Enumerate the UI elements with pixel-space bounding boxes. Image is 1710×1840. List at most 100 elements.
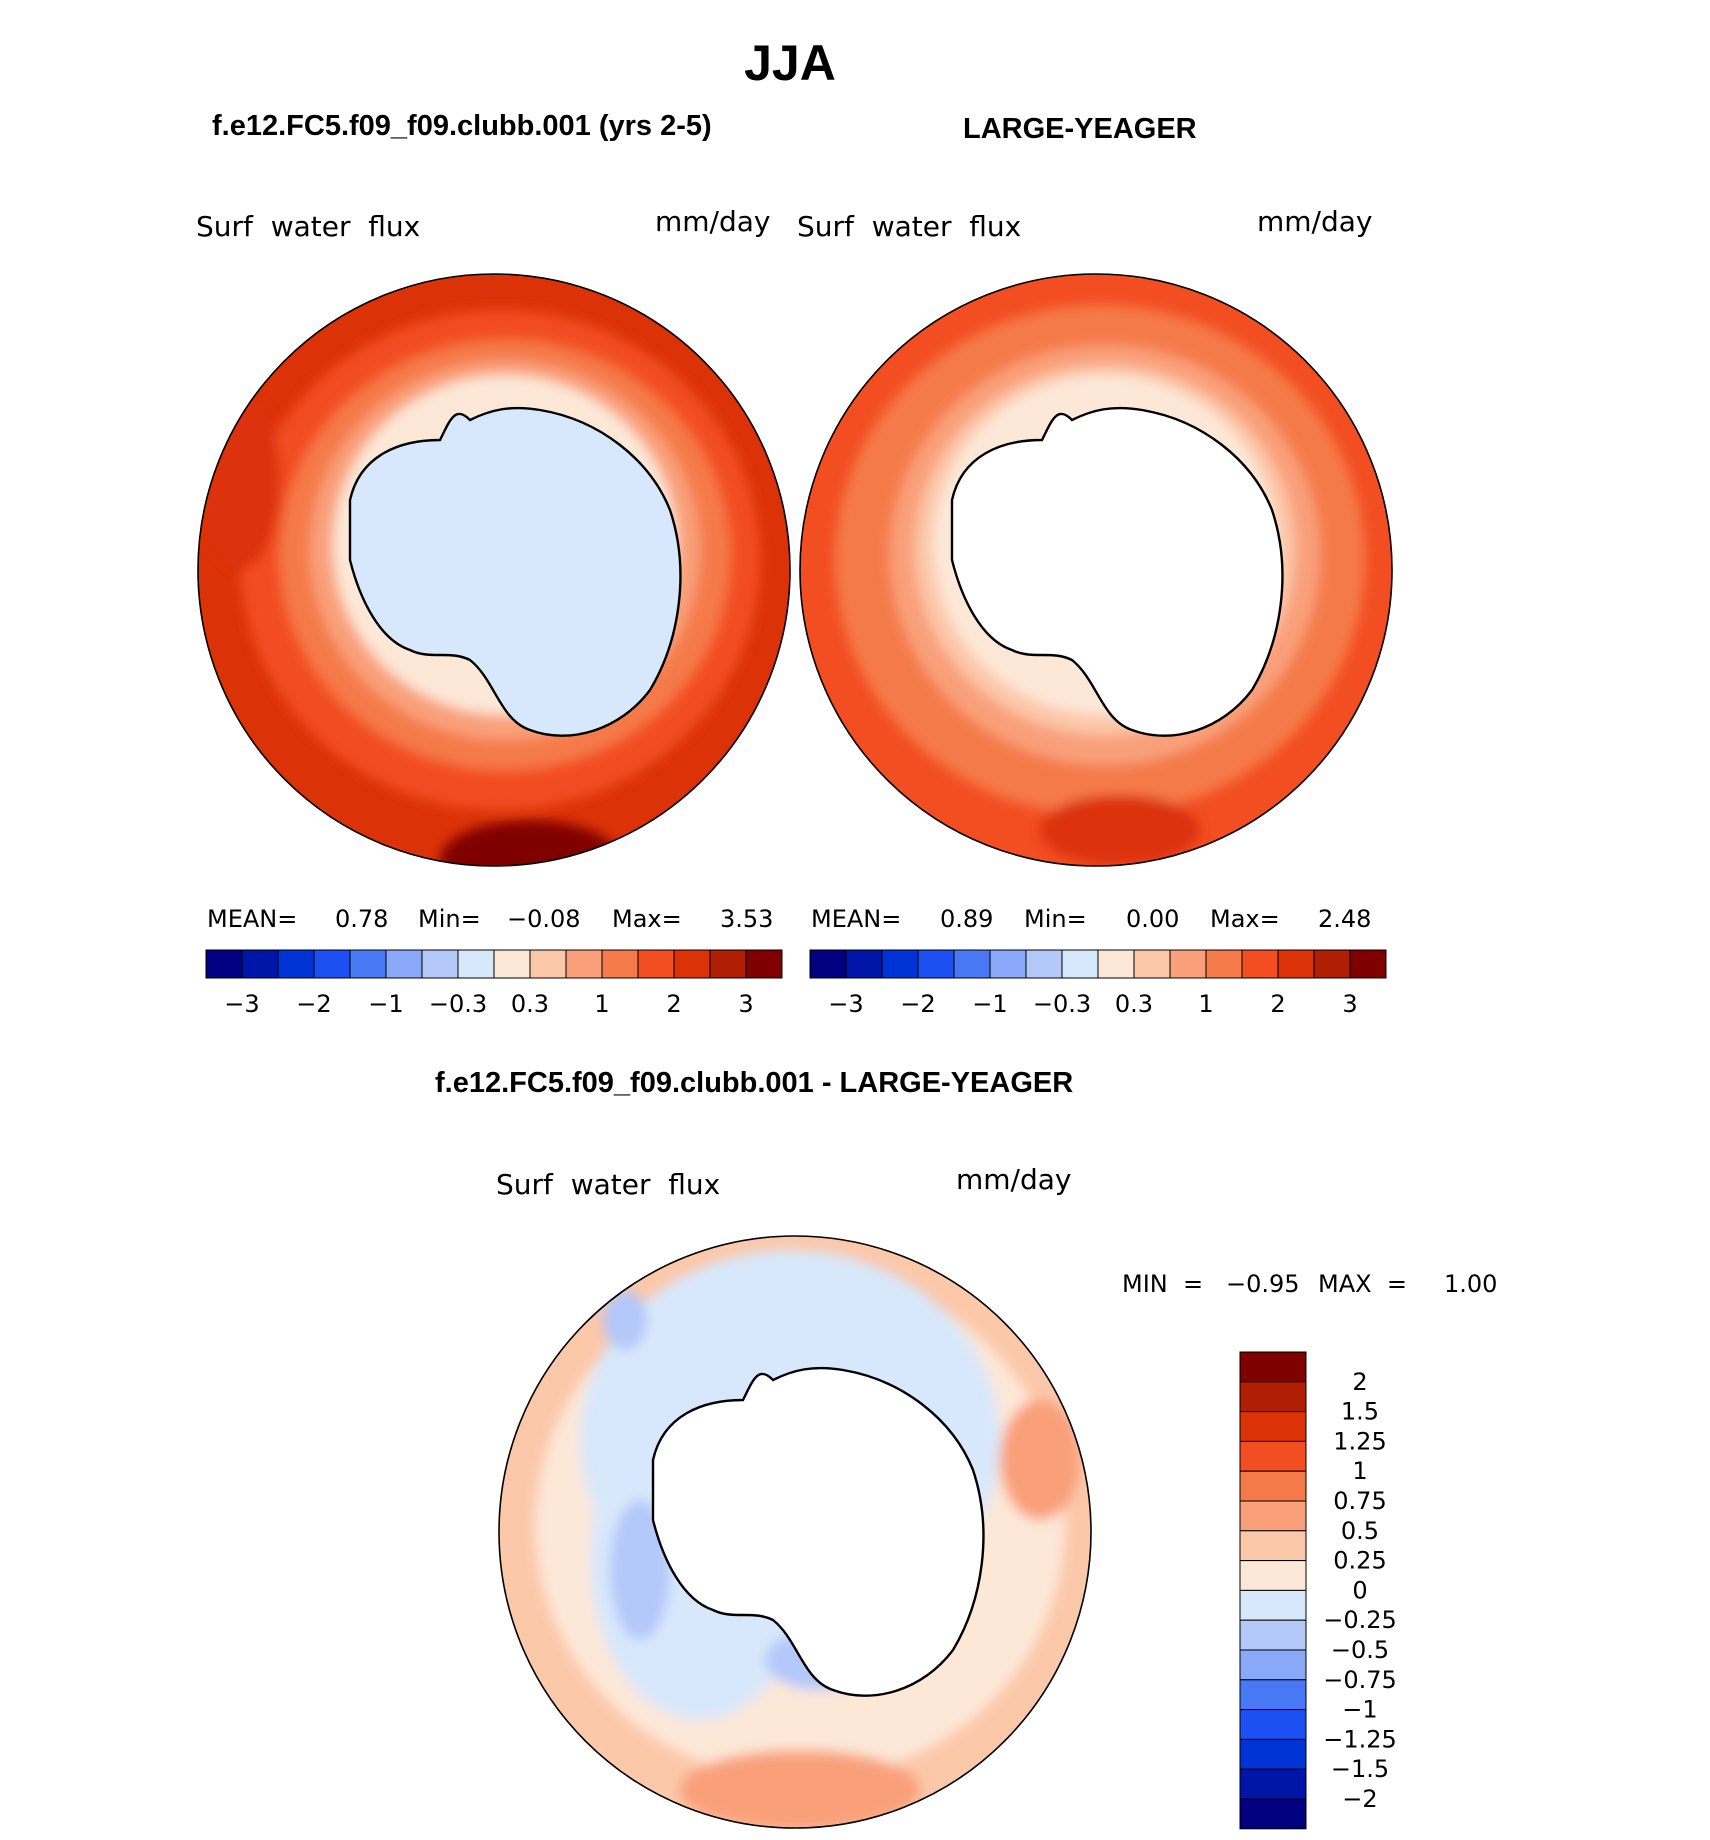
diff-colorbar-tick-label: 0.5 — [1341, 1517, 1379, 1545]
right-colorbar-swatch — [1169, 949, 1207, 979]
diff-colorbar-tick-label: −0.5 — [1331, 1636, 1389, 1664]
left-colorbar-tick-label: −1 — [368, 990, 403, 1018]
right-colorbar: −3 −2 −1 −0.3 0.3 1 2 3 — [809, 949, 1387, 1018]
right-colorbar-swatch — [1025, 949, 1063, 979]
right-max-label: Max= — [1210, 905, 1280, 933]
diff-colorbar-swatch — [1239, 1440, 1307, 1472]
diff-colorbar-swatch — [1239, 1530, 1307, 1562]
left-colorbar-swatch — [493, 949, 531, 979]
diff-colorbar: 21.51.2510.750.50.250−0.25−0.5−0.75−1−1.… — [1239, 1351, 1397, 1830]
left-colorbar-swatch — [709, 949, 747, 979]
right-colorbar-tick-label: 0.3 — [1115, 990, 1153, 1018]
left-colorbar-swatch — [421, 949, 459, 979]
diff-colorbar-swatch — [1239, 1470, 1307, 1502]
diff-colorbar-swatch — [1239, 1381, 1307, 1413]
right-colorbar-tick-label: −0.3 — [1033, 990, 1091, 1018]
right-colorbar-swatch — [845, 949, 883, 979]
right-colorbar-swatch — [917, 949, 955, 979]
left-colorbar-swatch — [745, 949, 783, 979]
right-colorbar-swatch — [1133, 949, 1171, 979]
left-mean-value: 0.78 — [335, 905, 389, 933]
left-colorbar-swatch — [565, 949, 603, 979]
left-colorbar-tick-label: 1 — [594, 990, 609, 1018]
left-colorbar-swatch — [673, 949, 711, 979]
diff-colorbar-swatch — [1239, 1560, 1307, 1591]
diff-case-title: f.e12.FC5.f09_f09.clubb.001 - LARGE-YEAG… — [435, 1067, 1074, 1099]
right-polar-map — [799, 273, 1393, 867]
right-colorbar-tick-label: −2 — [900, 990, 935, 1018]
diff-colorbar-swatch — [1239, 1738, 1307, 1770]
right-variable-label: Surf water flux — [797, 210, 1022, 243]
diff-colorbar-swatch — [1239, 1649, 1307, 1681]
right-colorbar-swatch — [1205, 949, 1243, 979]
left-variable-label: Surf water flux — [196, 210, 421, 243]
right-mean-value: 0.89 — [940, 905, 994, 933]
right-min-value: 0.00 — [1126, 905, 1180, 933]
diff-colorbar-tick-label: −1.25 — [1323, 1725, 1397, 1753]
diff-max-value: 1.00 — [1444, 1270, 1498, 1298]
left-colorbar-swatch — [601, 949, 639, 979]
diff-colorbar-swatch — [1239, 1798, 1307, 1830]
left-max-value: 3.53 — [720, 905, 774, 933]
diff-colorbar-swatch — [1239, 1768, 1307, 1800]
left-colorbar-tick-label: 3 — [738, 990, 753, 1018]
diff-colorbar-swatch — [1239, 1500, 1307, 1532]
left-min-label: Min= — [418, 905, 481, 933]
left-colorbar-tick-label: −2 — [296, 990, 331, 1018]
right-mean-label: MEAN= — [811, 905, 902, 933]
diff-variable-label: Surf water flux — [496, 1168, 721, 1201]
left-polar-map — [197, 273, 791, 867]
right-min-label: Min= — [1024, 905, 1087, 933]
right-colorbar-swatch — [1277, 949, 1315, 979]
diff-min-value: −0.95 — [1226, 1270, 1300, 1298]
left-colorbar-tick-label: 0.3 — [511, 990, 549, 1018]
diff-colorbar-tick-label: −0.75 — [1323, 1666, 1397, 1694]
right-colorbar-swatch — [989, 949, 1027, 979]
diff-colorbar-tick-label: −2 — [1342, 1785, 1377, 1813]
right-colorbar-tick-label: −3 — [828, 990, 863, 1018]
right-colorbar-swatch — [1061, 949, 1099, 979]
right-colorbar-swatch — [809, 949, 847, 979]
diff-colorbar-swatch — [1239, 1709, 1307, 1740]
right-case-title: LARGE-YEAGER — [963, 113, 1197, 145]
diff-colorbar-swatch — [1239, 1351, 1307, 1383]
left-colorbar-swatch — [241, 949, 279, 979]
left-colorbar-swatch — [277, 949, 315, 979]
right-units-label: mm/day — [1257, 205, 1373, 238]
left-mean-label: MEAN= — [207, 905, 298, 933]
left-colorbar-swatch — [349, 949, 387, 979]
left-colorbar-swatch — [637, 949, 675, 979]
diff-colorbar-swatch — [1239, 1589, 1307, 1621]
right-colorbar-tick-label: −1 — [972, 990, 1007, 1018]
diff-colorbar-tick-label: −1 — [1342, 1696, 1377, 1724]
diff-max-label: MAX = — [1318, 1270, 1407, 1298]
diff-colorbar-tick-label: −0.25 — [1323, 1606, 1397, 1634]
diff-colorbar-swatch — [1239, 1619, 1307, 1651]
diff-polar-map — [498, 1235, 1092, 1829]
diff-colorbar-tick-label: 0.75 — [1333, 1487, 1386, 1515]
left-colorbar-tick-label: −3 — [224, 990, 259, 1018]
right-max-value: 2.48 — [1318, 905, 1372, 933]
diff-colorbar-swatch — [1239, 1679, 1307, 1711]
left-case-title: f.e12.FC5.f09_f09.clubb.001 (yrs 2-5) — [212, 110, 712, 142]
diff-colorbar-tick-label: 0.25 — [1333, 1547, 1386, 1575]
left-max-label: Max= — [612, 905, 682, 933]
diff-units-label: mm/day — [956, 1163, 1072, 1196]
right-colorbar-tick-label: 3 — [1342, 990, 1357, 1018]
right-colorbar-swatch — [1313, 949, 1351, 979]
right-colorbar-swatch — [1097, 949, 1135, 979]
diff-colorbar-tick-label: −1.5 — [1331, 1755, 1389, 1783]
left-units-label: mm/day — [655, 205, 771, 238]
diff-min-label: MIN = — [1122, 1270, 1204, 1298]
left-colorbar-swatch — [385, 949, 423, 979]
left-colorbar-swatch — [529, 949, 567, 979]
diff-colorbar-tick-label: 1.5 — [1341, 1398, 1379, 1426]
left-colorbar-swatch — [457, 949, 495, 979]
right-colorbar-swatch — [1241, 949, 1279, 979]
left-colorbar-tick-label: 2 — [666, 990, 681, 1018]
right-colorbar-tick-label: 1 — [1198, 990, 1213, 1018]
diff-colorbar-tick-label: 2 — [1352, 1368, 1367, 1396]
diff-colorbar-tick-label: 1 — [1352, 1457, 1367, 1485]
left-colorbar: −3 −2 −1 −0.3 0.3 1 2 3 — [205, 949, 783, 1018]
